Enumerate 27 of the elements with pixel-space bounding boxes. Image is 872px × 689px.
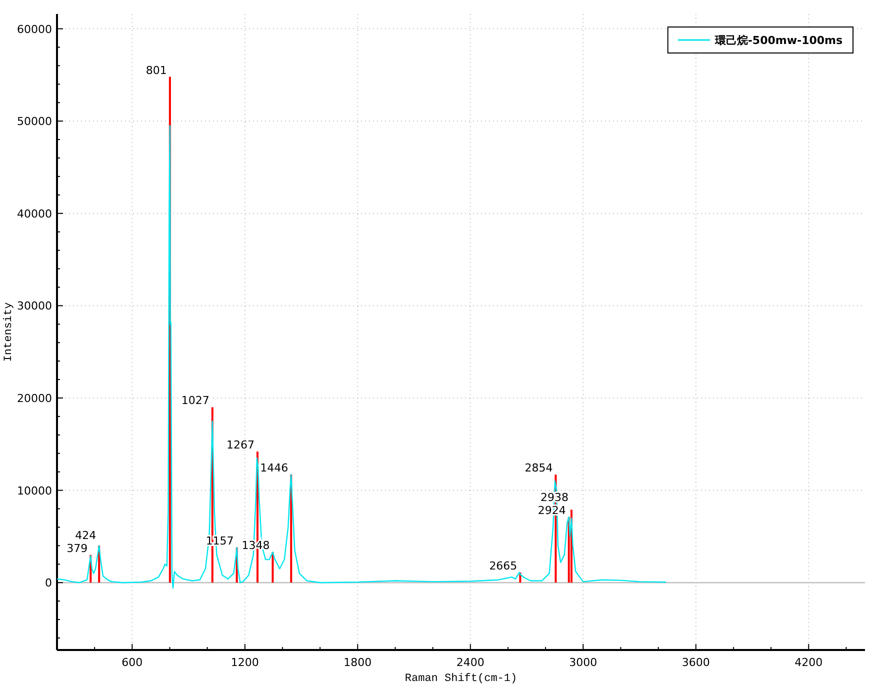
y-tick-label: 20000 xyxy=(17,392,52,405)
x-axis-title: Raman Shift(cm-1) xyxy=(404,673,518,685)
annotation: 1027 xyxy=(181,394,210,408)
annotation: 2854 xyxy=(524,462,553,475)
x-tick-label: 600 xyxy=(122,656,143,669)
annotation: 1446 xyxy=(260,462,288,475)
annotation: 424 xyxy=(75,528,96,542)
y-tick-label: 30000 xyxy=(17,300,52,313)
annotation: 379 xyxy=(66,542,88,555)
annotation: 1267 xyxy=(226,438,254,452)
y-tick-label: 0 xyxy=(45,576,52,590)
x-tick-label: 3000 xyxy=(569,656,598,669)
x-tick-label: 1800 xyxy=(344,656,372,669)
x-tick-label: 4200 xyxy=(794,656,823,669)
annotation: 2665 xyxy=(489,559,518,572)
y-tick-label: 60000 xyxy=(17,22,52,36)
y-axis-title: Intensity xyxy=(3,302,15,362)
bar xyxy=(272,552,274,583)
x-tick-label: 2400 xyxy=(456,656,484,669)
line-series xyxy=(56,125,667,589)
x-tick-label: 1200 xyxy=(230,656,259,669)
legend-label: 環己烷-500mw-100ms xyxy=(714,34,843,47)
y-tick-label: 40000 xyxy=(17,207,52,220)
annotation: 801 xyxy=(146,64,167,77)
y-tick-label: 50000 xyxy=(17,115,52,128)
x-tick-label: 3600 xyxy=(682,656,710,669)
y-tick-label: 10000 xyxy=(17,484,52,498)
